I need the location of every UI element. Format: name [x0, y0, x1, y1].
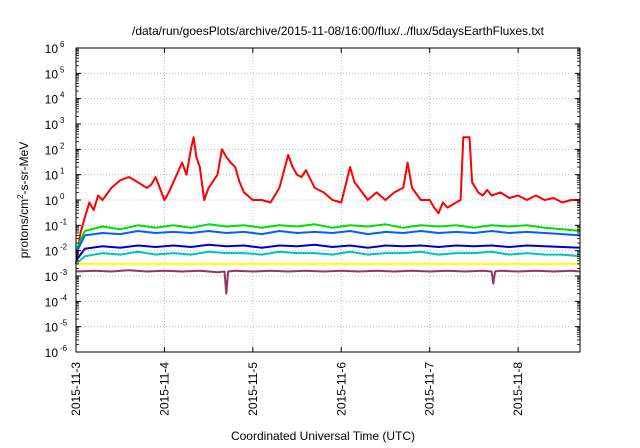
y-tick-exponent: -1 — [60, 217, 68, 226]
series-line-3 — [75, 243, 581, 262]
y-tick-label: 10 — [45, 245, 59, 259]
axis-layer: 10 -610 -510 -410 -310 -210 -110 010 110 210 310 41… — [45, 40, 580, 416]
y-axis-label: protons/cm2-s-sr-MeV — [16, 142, 31, 258]
y-tick-label: 10 — [45, 169, 59, 183]
y-tick-label: 10 — [45, 118, 59, 132]
y-tick-label: 10 — [45, 93, 59, 107]
x-tick-label: 2015-11-4 — [157, 362, 171, 416]
y-tick-label: 10 — [45, 295, 59, 309]
y-tick-exponent: 3 — [60, 116, 65, 125]
y-axis-label-base: protons/cm — [17, 199, 31, 258]
series-line-1 — [75, 223, 581, 252]
x-tick-label: 2015-11-6 — [334, 362, 348, 416]
chart-title: /data/run/goesPlots/archive/2015-11-08/1… — [132, 24, 545, 38]
y-tick-exponent: -4 — [60, 293, 68, 302]
y-axis-label-rest: -s-sr-MeV — [17, 142, 31, 195]
y-tick-exponent: -2 — [60, 243, 68, 252]
y-tick-exponent: -3 — [60, 268, 68, 277]
y-tick-label: 10 — [45, 346, 59, 360]
series-line-4 — [75, 250, 581, 265]
y-axis-label-sup: 2 — [16, 194, 25, 199]
y-tick-exponent: 1 — [60, 167, 65, 176]
y-tick-label: 10 — [45, 219, 59, 233]
y-tick-exponent: 2 — [60, 141, 65, 150]
y-tick-label: 10 — [45, 143, 59, 157]
y-tick-label: 10 — [45, 42, 59, 56]
y-tick-label: 10 — [45, 321, 59, 335]
y-tick-exponent: -6 — [60, 344, 68, 353]
y-tick-label: 10 — [45, 194, 59, 208]
y-tick-exponent: 6 — [60, 40, 65, 49]
y-tick-exponent: -5 — [60, 319, 68, 328]
series-line-0 — [75, 136, 580, 265]
x-tick-label: 2015-11-8 — [511, 362, 525, 416]
grid-layer — [76, 48, 580, 352]
y-tick-label: 10 — [45, 270, 59, 284]
x-tick-label: 2015-11-5 — [246, 362, 260, 416]
y-tick-exponent: 0 — [60, 192, 65, 201]
series-line-2 — [75, 230, 581, 254]
x-axis-label: Coordinated Universal Time (UTC) — [231, 429, 415, 443]
y-tick-exponent: 4 — [60, 91, 65, 100]
x-tick-label: 2015-11-7 — [423, 362, 437, 416]
series-line-6 — [75, 269, 581, 295]
series-layer — [75, 136, 581, 295]
y-tick-label: 10 — [45, 67, 59, 81]
x-tick-label: 2015-11-3 — [69, 362, 83, 416]
y-tick-exponent: 5 — [60, 65, 65, 74]
